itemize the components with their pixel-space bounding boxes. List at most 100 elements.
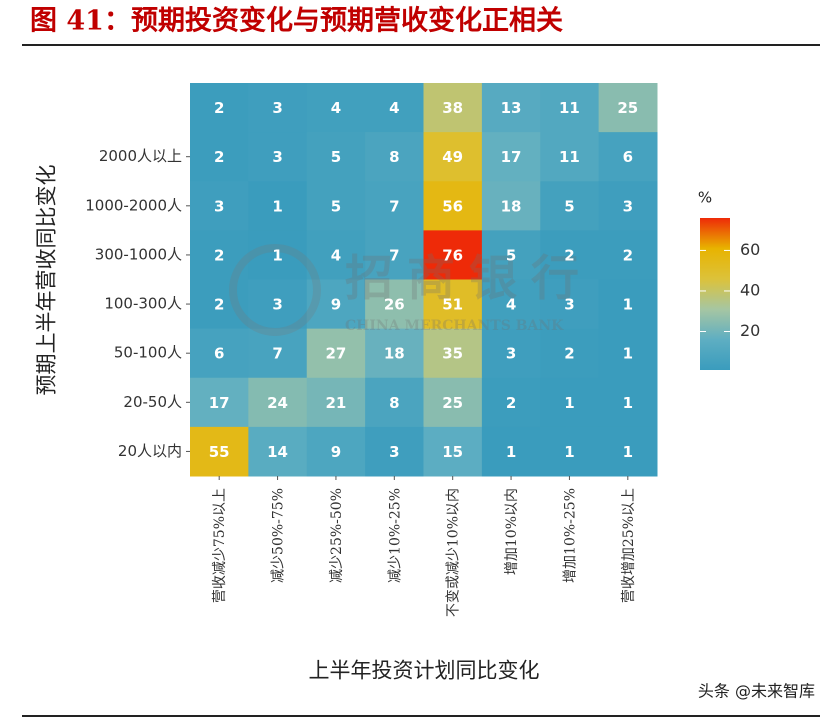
x-tick-label: 减少50%-75% [271,488,287,583]
x-axis-label: 上半年投资计划同比变化 [309,659,540,683]
cell-label: 38 [442,99,463,117]
source-tag: 头条 @未来智库 [698,682,815,701]
cell-label: 76 [442,246,463,264]
cell-label: 3 [389,443,399,461]
heat-cell [248,328,308,379]
x-tick-label: 增加10%以内 [504,488,520,575]
cell-label: 25 [442,394,463,412]
cell-label: 35 [442,345,463,363]
cell-label: 4 [506,296,516,314]
heat-cell [598,377,658,428]
cell-label: 3 [214,197,224,215]
cell-label: 2 [214,246,224,264]
heat-cell [306,279,366,330]
heat-cell [365,181,424,231]
cell-label: 1 [623,443,633,461]
heat-cell [598,279,658,330]
heat-cell [365,230,424,280]
heat-cell [423,132,483,182]
chart-title: 图 41：预期投资变化与预期营收变化正相关 [30,5,563,37]
x-tick-label: 减少25%-50% [329,488,345,583]
x-tick-label: 不变或减少10%以内 [446,488,462,617]
cell-label: 51 [442,296,463,314]
cell-label: 5 [331,197,341,215]
heat-cell [365,377,424,428]
heat-cell [481,377,541,428]
heat-cell [423,83,483,133]
cell-label: 11 [559,148,580,166]
cell-label: 5 [331,148,341,166]
cell-label: 3 [272,296,282,314]
heat-cell [598,426,658,477]
cell-label: 3 [564,296,574,314]
heat-cell [481,181,541,231]
y-tick-label: 20-50人 [123,393,182,411]
cell-label: 1 [564,394,574,412]
cell-label: 7 [389,246,399,264]
heat-cell [365,132,424,182]
y-tick-label: 300-1000人 [95,245,182,263]
cell-label: 2 [214,148,224,166]
cell-label: 4 [331,99,341,117]
cell-label: 18 [501,197,522,215]
heat-cell [598,230,658,280]
watermark-logo [229,244,321,336]
cell-label: 3 [623,197,633,215]
cell-label: 1 [272,246,282,264]
y-tick-label: 100-300人 [104,295,182,313]
cell-label: 1 [623,345,633,363]
cell-label: 5 [564,197,574,215]
cell-label: 7 [389,197,399,215]
heat-cell [306,328,366,379]
heat-cell [423,230,483,280]
x-tick-label: 营收增加25%以上 [621,488,637,603]
x-tick-label: 营收减少75%以上 [212,488,228,603]
heat-cell [598,328,658,379]
cell-label: 6 [214,345,224,363]
heat-cell [423,328,483,379]
cell-label: 3 [272,148,282,166]
heat-cell [190,83,249,133]
heat-cell [306,181,366,231]
cell-label: 1 [623,296,633,314]
cell-label: 5 [506,246,516,264]
cell-label: 18 [384,345,405,363]
heat-cell [540,377,600,428]
cell-label: 55 [209,443,230,461]
heat-cell [248,132,308,182]
heat-cell [190,279,249,330]
cell-label: 2 [506,394,516,412]
heat-cell [248,230,308,280]
heat-cell [540,230,600,280]
heat-cell [540,132,600,182]
watermark-sub: CHINA MERCHANTS BANK [345,318,564,334]
heat-cell [365,279,424,330]
cell-label: 2 [564,345,574,363]
heat-cell [540,328,600,379]
heat-cell [481,279,541,330]
heat-cell [190,426,249,477]
watermark: 招商银行 [345,251,593,307]
cell-label: 3 [272,99,282,117]
heat-cell [423,426,483,477]
cell-label: 4 [331,246,341,264]
cell-label: 27 [326,345,347,363]
heat-cell [190,181,249,231]
cell-label: 13 [501,99,522,117]
heat-cell [540,279,600,330]
heat-cell [248,426,308,477]
heat-cell [481,426,541,477]
heat-cell [306,83,366,133]
cell-label: 1 [564,443,574,461]
cell-label: 4 [389,99,399,117]
colorbar-tick-label: 20 [740,321,760,340]
heat-cell [540,426,600,477]
heat-cell [248,377,308,428]
heat-cell [540,181,600,231]
y-axis-label: 预期上半年营收同比变化 [35,165,59,396]
cell-label: 11 [559,99,580,117]
cell-label: 24 [267,394,288,412]
y-tick-label: 50-100人 [114,344,182,362]
x-tick-label: 增加10%-25% [562,488,578,583]
